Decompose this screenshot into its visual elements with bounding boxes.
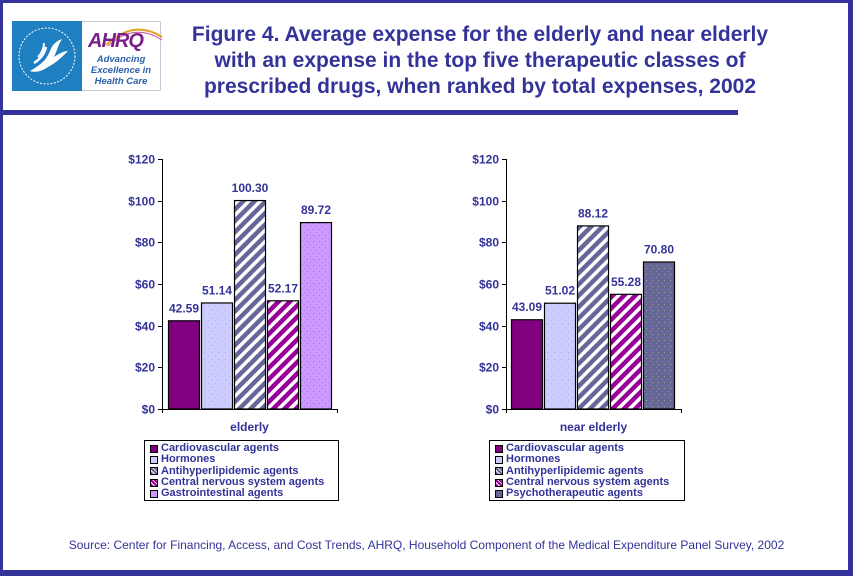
legend-swatch-icon [495,455,503,464]
data-label: 42.59 [169,301,199,315]
data-label: 100.30 [232,181,269,195]
bar-hormones [200,302,234,410]
y-tick-label: $40 [479,320,499,334]
legend-item: Psychotherapeutic agents [495,488,680,499]
data-label: 51.02 [545,284,575,298]
category-label: near elderly [560,420,628,434]
title-line: Figure 4. Average expense for the elderl… [191,23,769,46]
legend-item: Central nervous system agents [150,477,334,488]
ahrq-arc-icon [105,28,163,47]
y-tick-label: $120 [472,153,499,167]
legend-item: Hormones [150,454,334,465]
hhs-seal-icon [12,21,82,91]
bar-gastrointestinal-agents [299,221,333,410]
tagline-line: Health Care [94,76,148,87]
legend-item: Antihyperlipidemic agents [495,464,680,477]
y-tick-label: $20 [479,361,499,375]
data-label: 43.09 [512,300,542,314]
legend-item: Antihyperlipidemic agents [150,464,334,477]
y-tick-label: $60 [135,278,155,292]
legend-elderly: Cardiovascular agents Hormones Antihyperli… [144,440,339,501]
y-tick-label: $60 [479,278,499,292]
ahrq-wordmark: AHRQ [88,30,144,52]
bar-central-nervous-system-agents [266,300,300,410]
ahrq-tagline: Advancing Excellence in Health Care [82,54,160,87]
legend-label: Central nervous system agents [506,476,670,489]
legend-item: Hormones [495,454,680,465]
bar-cardiovascular-agents [510,319,544,410]
title-line: with an expense in the top five therapeu… [214,49,746,72]
legend-label: Antihyperlipidemic agents [161,464,299,477]
figure-title: Figure 4. Average expense for the elderl… [175,22,785,100]
legend-label: Psychotherapeutic agents [506,487,643,500]
y-tick-label: $80 [135,236,155,250]
y-tick-label: $20 [135,361,155,375]
legend-swatch-icon [495,444,503,453]
data-label: 88.12 [578,206,608,220]
y-tick-label: $0 [142,403,156,417]
title-line: prescribed drugs, when ranked by total e… [203,75,757,98]
legend-label: Cardiovascular agents [161,442,279,455]
data-label: 89.72 [301,203,331,217]
legend-swatch-icon [150,478,158,487]
bar-psychotherapeutic-agents [642,261,676,410]
y-tick-label: $40 [135,320,155,334]
category-label: elderly [230,420,269,434]
legend-item: Gastrointestinal agents [150,488,334,499]
y-tick-label: $80 [479,236,499,250]
y-tick-label: $100 [128,195,155,209]
legend-item: Cardiovascular agents [150,443,334,454]
y-tick-label: $0 [486,403,500,417]
legend-label: Cardiovascular agents [506,442,624,455]
legend-item: Central nervous system agents [495,477,680,488]
data-label: 52.17 [268,281,298,295]
ahrq-logo[interactable]: AHRQ Advancing Excellence in Health Care [12,21,163,91]
bar-hormones [543,302,577,410]
legend-swatch-icon [495,467,503,476]
legend-near-elderly: Cardiovascular agents Hormones Antihyperli… [489,440,685,501]
data-label: 55.28 [611,275,641,289]
legend-swatch-icon [150,467,158,476]
ahrq-mark: AHRQ Advancing Excellence in Health Care [82,21,163,91]
legend-label: Hormones [506,453,561,466]
legend-label: Gastrointestinal agents [161,487,284,500]
bar-antihyperlipidemic-agents [576,225,610,410]
bar-cardiovascular-agents [167,320,201,410]
legend-label: Antihyperlipidemic agents [506,464,644,477]
legend-swatch-icon [495,478,503,487]
bar-central-nervous-system-agents [609,293,643,410]
legend-swatch-icon [150,489,158,498]
data-label: 51.14 [202,283,232,297]
legend-swatch-icon [150,455,158,464]
bar-antihyperlipidemic-agents [233,199,267,410]
source-note: Source: Center for Financing, Access, an… [68,538,785,552]
legend-item: Cardiovascular agents [495,443,680,454]
y-tick-label: $120 [128,153,155,167]
tagline-line: Advancing [96,54,146,65]
data-label: 70.80 [644,243,674,257]
legend-swatch-icon [150,444,158,453]
legend-swatch-icon [495,489,503,498]
tagline-line: Excellence in [90,65,152,76]
title-divider [3,110,738,115]
y-tick-label: $100 [472,195,499,209]
legend-label: Hormones [161,453,216,466]
legend-label: Central nervous system agents [161,476,325,489]
